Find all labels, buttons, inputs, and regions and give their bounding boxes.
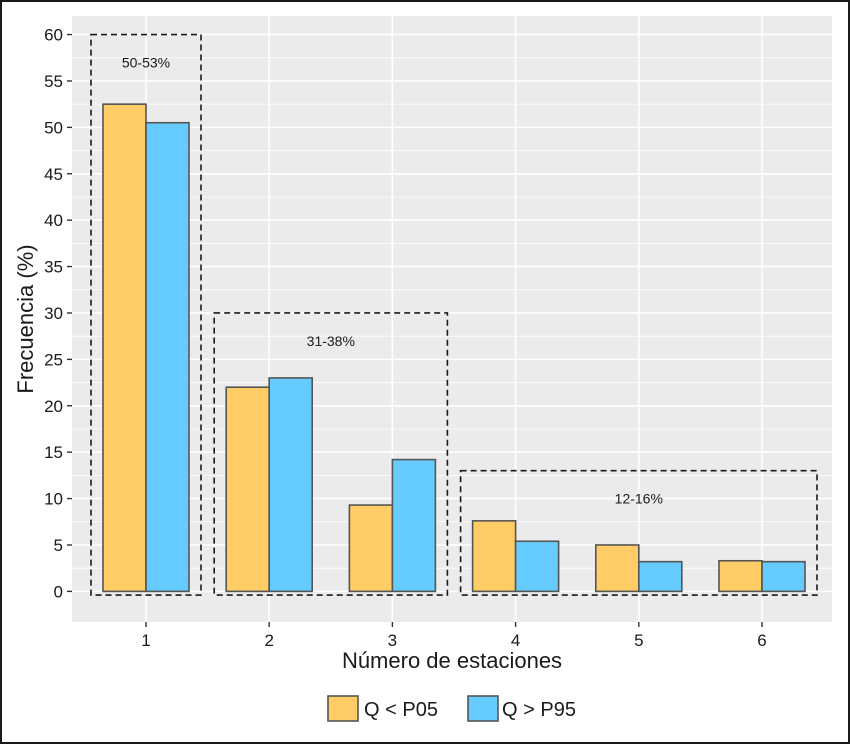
legend-label-1: Q < P05	[364, 699, 438, 721]
bar-q-gt-p95-1	[145, 121, 190, 593]
y-tick-label: 45	[44, 165, 63, 184]
bars	[102, 103, 806, 593]
bar-q-lt-p05-4	[471, 520, 517, 593]
y-tick-label: 20	[44, 397, 63, 416]
y-tick-label: 55	[44, 72, 63, 91]
x-tick-label: 1	[141, 631, 150, 650]
plot-panel	[72, 16, 832, 622]
legend-swatch-2	[467, 695, 499, 722]
x-tick-label: 2	[264, 631, 273, 650]
annotation-label-2: 31-38%	[307, 333, 355, 349]
y-tick-label: 60	[44, 26, 63, 45]
y-axis: 0 5 10 15 20 25 30 35 40 45 50 55 60	[44, 26, 72, 601]
x-tick-label: 5	[634, 631, 643, 650]
annotation-boxes: 50-53% 31-38% 12-16%	[90, 33, 818, 596]
bar-q-lt-p05-3	[348, 504, 394, 593]
bar-q-gt-p95-2	[268, 377, 314, 593]
legend-swatch-1	[327, 695, 359, 722]
y-tick-label: 5	[54, 536, 63, 555]
y-tick-label: 10	[44, 490, 63, 509]
minor-gridlines	[72, 57, 832, 569]
bar-q-lt-p05-5	[594, 544, 640, 593]
x-tick-label: 4	[511, 631, 520, 650]
y-axis-title: Frecuencia (%)	[13, 244, 38, 393]
bar-q-gt-p95-3	[391, 458, 437, 593]
x-tick-label: 6	[757, 631, 766, 650]
bar-q-gt-p95-4	[514, 540, 560, 593]
annotation-label-1: 50-53%	[122, 54, 170, 70]
y-tick-label: 50	[44, 118, 63, 137]
y-tick-label: 25	[44, 350, 63, 369]
legend: Q < P05 Q > P95	[327, 695, 576, 722]
y-tick-label: 30	[44, 304, 63, 323]
annotation-box-1	[90, 33, 202, 596]
legend-label-2: Q > P95	[502, 699, 576, 721]
y-tick-label: 0	[54, 582, 63, 601]
y-tick-label: 35	[44, 258, 63, 277]
bar-q-lt-p05-1	[102, 103, 147, 593]
x-tick-label: 3	[388, 631, 397, 650]
bar-q-lt-p05-2	[225, 386, 270, 593]
bar-q-lt-p05-6	[718, 559, 763, 593]
x-axis: 1 2 3 4 5 6	[141, 622, 767, 650]
annotation-box-2	[213, 312, 449, 596]
annotation-label-3: 12-16%	[615, 491, 663, 507]
bar-q-gt-p95-6	[761, 560, 806, 593]
y-tick-label: 15	[44, 443, 63, 462]
x-axis-title: Número de estaciones	[342, 648, 562, 673]
y-tick-label: 40	[44, 211, 63, 230]
bar-q-gt-p95-5	[637, 560, 683, 593]
